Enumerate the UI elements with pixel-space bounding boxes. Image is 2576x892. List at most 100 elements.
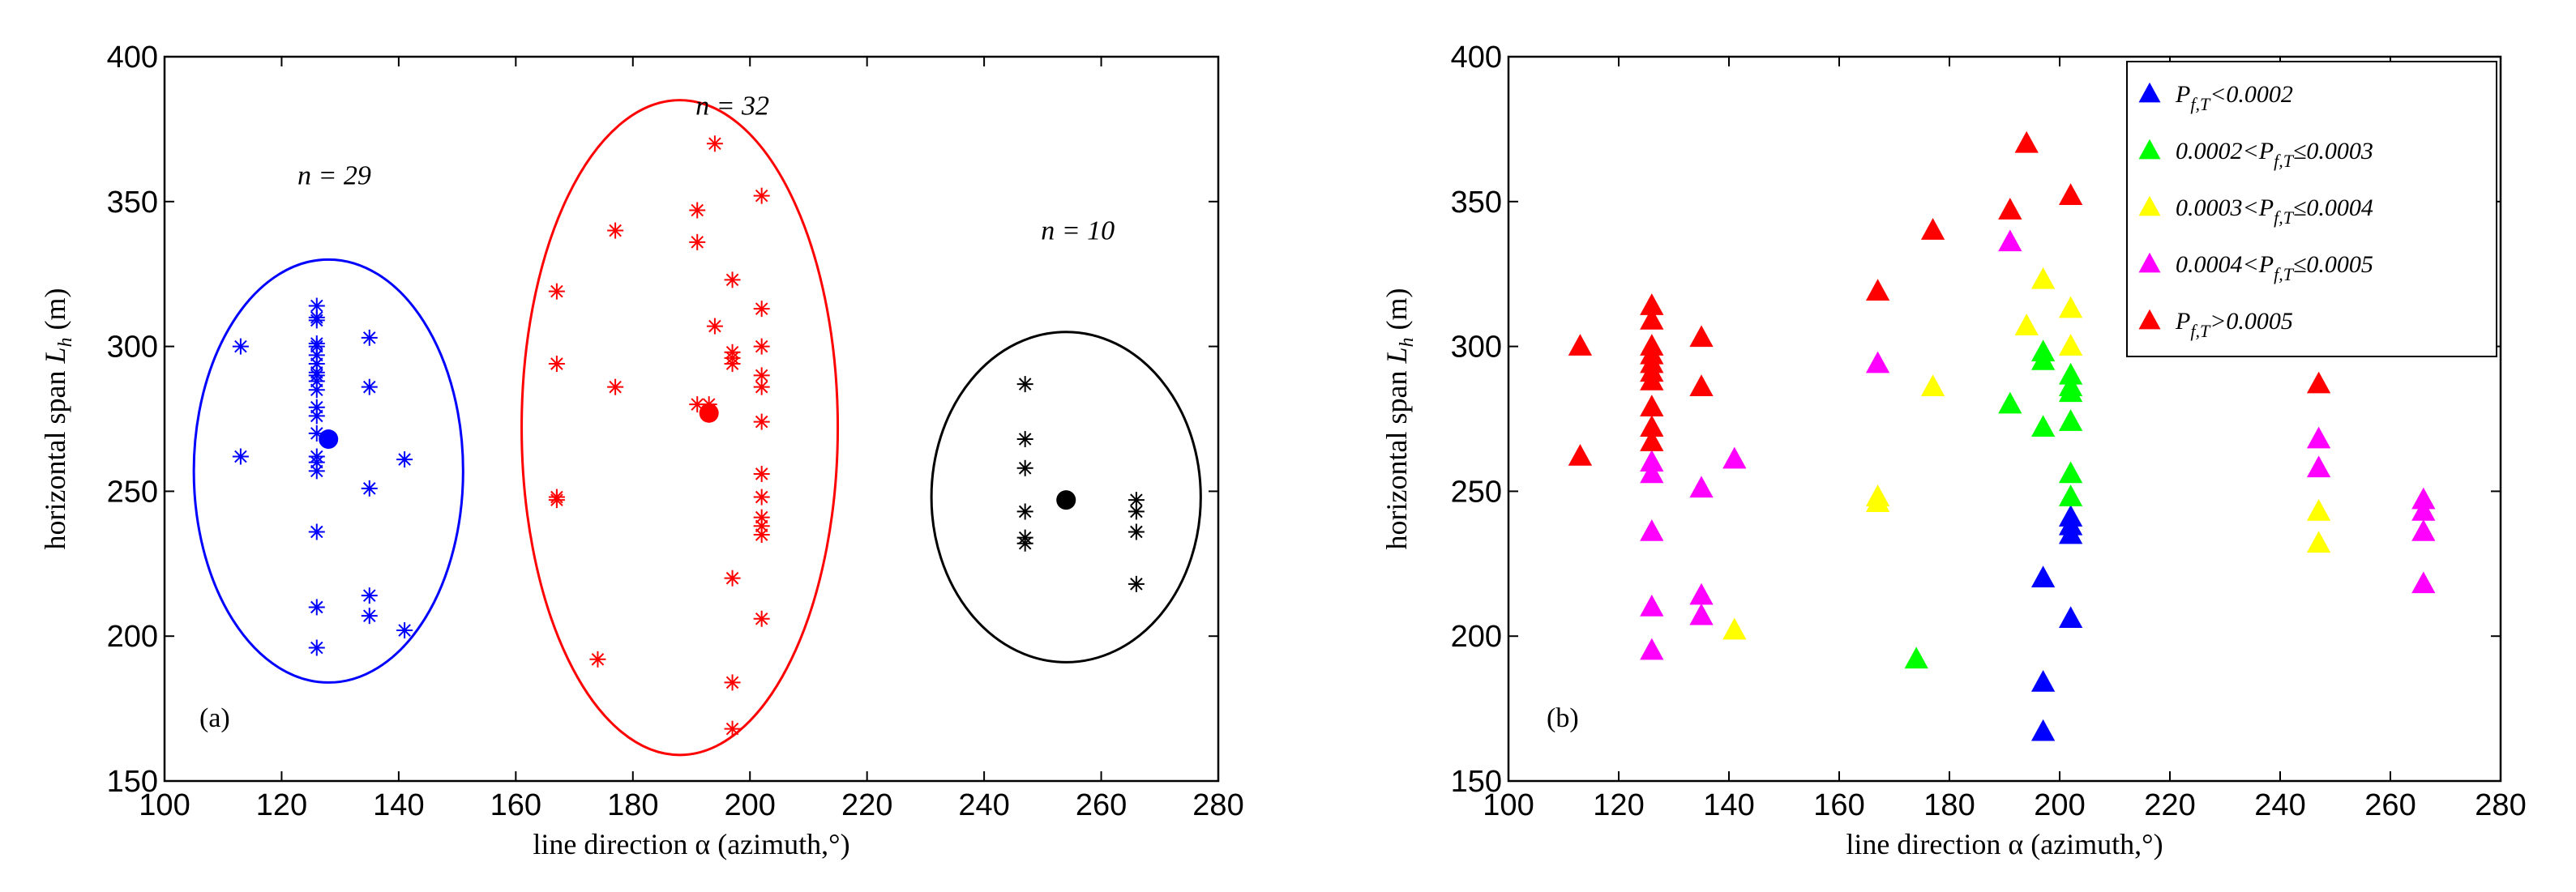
cluster-2-point	[753, 413, 770, 430]
series-4-point	[1640, 369, 1664, 391]
cluster-1-point	[396, 622, 413, 639]
cluster-2-point	[753, 527, 770, 544]
panel-b-x-tick-label: 280	[2475, 788, 2526, 822]
series-1-point	[1904, 647, 1928, 669]
series-2-point	[2030, 267, 2056, 289]
cluster-2-point	[753, 301, 770, 318]
series-4-point	[1689, 374, 1714, 396]
series-2-point	[1920, 374, 1945, 396]
cluster-3-point	[1016, 459, 1033, 476]
panel-b-y-tick-label: 300	[1451, 331, 1502, 365]
cluster-2-ellipse	[520, 99, 840, 757]
legend-marker-2	[2138, 195, 2161, 216]
cluster-2-point	[753, 610, 770, 627]
cluster-2-point	[607, 378, 624, 395]
panel-a-x-tick-label: 120	[256, 788, 307, 822]
panel-a-x-tick-label: 200	[725, 788, 776, 822]
cluster-2-point	[753, 378, 770, 395]
cluster-1-point	[308, 309, 325, 326]
panel-b-x-tick-label: 100	[1483, 788, 1534, 822]
cluster-2-count-label: n = 32	[695, 92, 769, 122]
series-0-point	[2030, 566, 2056, 587]
cluster-3-point	[1016, 431, 1033, 448]
series-0-point	[2058, 522, 2083, 544]
panel-b-x-tick-label: 120	[1593, 788, 1644, 822]
series-3-point	[2306, 455, 2331, 478]
cluster-2-point	[589, 651, 606, 668]
cluster-1-point	[361, 608, 378, 625]
panel-a-chart: n = 29 n = 32 n = 10 100 120 140 160 180 200 220…	[39, 41, 1244, 860]
series-2-point	[2306, 498, 2331, 521]
cluster-1-point	[232, 448, 249, 465]
panel-b-y-tick-label: 150	[1451, 765, 1502, 799]
panel-b-x-axis-title: line direction α (azimuth,°)	[1846, 828, 2163, 860]
legend-marker-3	[2138, 252, 2161, 273]
panel-a-y-tick-label: 200	[107, 620, 158, 654]
panel-b-y-tick-label: 200	[1451, 620, 1502, 654]
cluster-3-point	[1016, 503, 1033, 520]
cluster-1-point	[361, 480, 378, 497]
series-2-point	[2014, 314, 2039, 335]
cluster-2-point	[724, 674, 741, 691]
cluster-3-point	[1016, 376, 1033, 393]
cluster-2-point	[724, 356, 741, 373]
panel-a-x-axis-title: line direction α (azimuth,°)	[533, 828, 849, 860]
cluster-1-count-label: n = 29	[297, 160, 371, 190]
cluster-3-point	[1128, 503, 1145, 520]
series-4-point	[2058, 183, 2083, 205]
legend-marker-1	[2138, 139, 2161, 160]
cluster-1-point	[308, 448, 325, 465]
panel-b-chart: 100 120 140 160 180 200 220 240 260 280 150 200 250 3…	[1380, 41, 2527, 860]
series-1-point	[2030, 348, 2056, 370]
series-4-point	[1998, 198, 2022, 220]
cluster-2-point	[724, 570, 741, 587]
series-1-point	[2058, 409, 2083, 431]
panel-b-x-tick-label: 160	[1813, 788, 1864, 822]
series-2-point	[1865, 490, 1890, 513]
legend-entry-2: 0.0003<Pf,T≤0.0004	[2176, 194, 2373, 228]
cluster-2-point	[724, 271, 741, 288]
series-3-point	[1998, 229, 2022, 252]
cluster-2-point	[548, 283, 565, 300]
cluster-1-point	[308, 639, 325, 656]
panel-b-x-tick-label: 180	[1923, 788, 1975, 822]
panel-a-label: (a)	[199, 703, 230, 733]
series-3-point	[1865, 351, 1890, 373]
cluster-2-point	[689, 396, 706, 413]
series-0-point	[2030, 669, 2056, 692]
series-1-point	[2058, 484, 2083, 506]
cluster-1-point	[308, 463, 325, 480]
series-0-point	[2058, 606, 2083, 629]
panel-b-x-tick-label: 200	[2034, 788, 2085, 822]
cluster-2-point	[753, 338, 770, 355]
series-4-point	[1640, 429, 1664, 451]
panel-b-x-tick-label: 140	[1703, 788, 1754, 822]
series-4-point	[1568, 334, 1593, 356]
series-4-point	[2306, 371, 2331, 394]
cluster-1-point	[308, 382, 325, 399]
legend-marker-4	[2138, 309, 2161, 330]
cluster-3-point	[1016, 535, 1033, 552]
panel-b-y-tick-label: 250	[1451, 475, 1502, 509]
panel-a-x-tick-label: 280	[1192, 788, 1243, 822]
cluster-2-point	[753, 187, 770, 204]
cluster-1-point	[308, 523, 325, 540]
series-1-point	[2058, 380, 2083, 403]
cluster-1-centroid	[319, 429, 339, 450]
series-3-point	[1689, 476, 1714, 498]
series-0-point	[2030, 719, 2056, 741]
cluster-1-point	[361, 378, 378, 395]
series-3-point	[2411, 519, 2436, 541]
series-1-point	[2030, 415, 2056, 437]
panel-a-axes-box	[163, 55, 1220, 783]
series-4-point	[2014, 130, 2039, 153]
series-2-point	[2058, 296, 2083, 318]
cluster-1-point	[396, 451, 413, 468]
legend-entry-0: Pf,T<0.0002	[2175, 81, 2293, 114]
series-1-point	[1998, 391, 2022, 414]
panel-b-legend: Pf,T<0.0002 0.0002<Pf,T≤0.0003 0.0003<Pf,T…	[2126, 61, 2497, 357]
series-4-point	[1920, 218, 1945, 240]
legend-entry-3: 0.0004<Pf,T≤0.0005	[2176, 251, 2373, 284]
panel-a-x-tick-label: 220	[841, 788, 892, 822]
panel-a-x-tick-label: 260	[1076, 788, 1127, 822]
